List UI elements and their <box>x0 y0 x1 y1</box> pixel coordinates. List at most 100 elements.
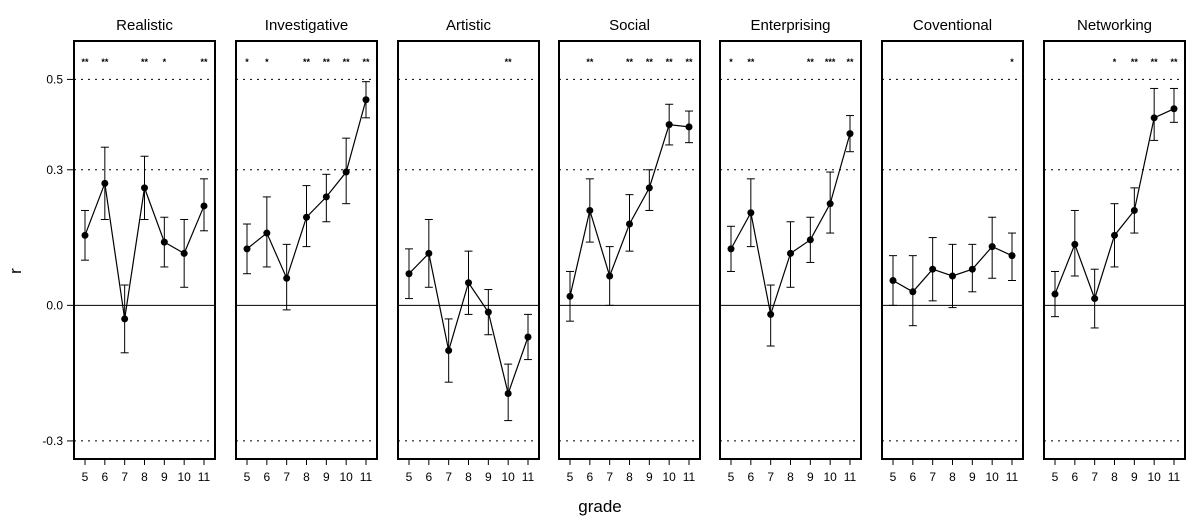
significance-marker: ** <box>141 57 149 67</box>
data-point <box>1008 252 1016 260</box>
significance-marker: ** <box>685 57 693 67</box>
x-tick-label: 6 <box>425 470 432 484</box>
data-point <box>81 231 89 239</box>
data-point <box>121 315 129 323</box>
x-tick-label: 8 <box>141 470 148 484</box>
x-tick-label: 9 <box>807 470 814 484</box>
data-point <box>665 121 673 129</box>
x-tick-label: 9 <box>161 470 168 484</box>
significance-marker: ** <box>666 57 674 67</box>
data-point <box>949 272 956 280</box>
x-tick-label: 11 <box>1006 470 1019 484</box>
y-axis-title: r <box>6 268 25 274</box>
significance-marker: ** <box>343 57 351 67</box>
data-point <box>342 168 350 176</box>
y-tick-label: 0.0 <box>46 298 63 312</box>
x-tick-label: 7 <box>121 470 128 484</box>
x-tick-label: 5 <box>244 470 251 484</box>
data-point <box>445 347 453 355</box>
x-tick-label: 8 <box>303 470 310 484</box>
x-tick-label: 6 <box>1071 470 1078 484</box>
data-point <box>767 310 775 318</box>
panel-social: Social 5 6 7 8 9 10 11 ** ** ** ** ** <box>558 17 701 484</box>
significance-marker: ** <box>200 57 208 67</box>
y-axis: 0.5 0.3 0.0 -0.3 <box>42 72 74 448</box>
data-point <box>747 209 755 217</box>
data-point <box>1111 231 1118 239</box>
x-tick-label: 11 <box>844 470 857 484</box>
x-tick-label: 5 <box>728 470 735 484</box>
data-point <box>806 236 814 244</box>
x-tick-label: 8 <box>787 470 794 484</box>
panel-frame <box>73 40 216 460</box>
data-point <box>524 333 532 341</box>
panel-title: Coventional <box>913 17 992 34</box>
data-point <box>484 308 492 316</box>
data-point <box>566 292 574 300</box>
x-tick-label: 5 <box>1052 470 1059 484</box>
data-point <box>1071 240 1079 248</box>
data-point <box>504 389 512 397</box>
significance-marker: ** <box>807 57 815 67</box>
x-tick-label: 9 <box>969 470 976 484</box>
significance-marker: ** <box>101 57 109 67</box>
significance-marker: ** <box>1170 57 1178 67</box>
data-point <box>889 277 897 285</box>
x-tick-label: 6 <box>747 470 754 484</box>
y-tick-label: 0.3 <box>46 163 63 177</box>
x-tick-label: 10 <box>662 470 676 484</box>
y-tick-label: -0.3 <box>42 434 63 448</box>
panel-frame <box>397 40 540 460</box>
data-point <box>283 274 291 282</box>
significance-marker: ** <box>747 57 755 67</box>
significance-marker: * <box>1010 57 1014 67</box>
x-tick-label: 11 <box>1168 470 1181 484</box>
data-point <box>180 249 188 257</box>
x-tick-label: 6 <box>101 470 108 484</box>
x-tick-label: 7 <box>445 470 452 484</box>
significance-marker: *** <box>825 57 836 67</box>
data-point <box>200 202 208 210</box>
data-point <box>846 130 854 138</box>
data-point <box>1091 295 1099 303</box>
significance-marker: * <box>245 57 249 67</box>
x-tick-label: 9 <box>485 470 492 484</box>
x-tick-label: 7 <box>1091 470 1098 484</box>
data-point <box>787 249 794 257</box>
data-point <box>160 238 168 246</box>
x-tick-label: 6 <box>586 470 593 484</box>
x-tick-label: 10 <box>823 470 837 484</box>
significance-marker: ** <box>626 57 634 67</box>
x-tick-label: 10 <box>501 470 515 484</box>
significance-marker: * <box>265 57 269 67</box>
data-point <box>405 270 413 278</box>
panel-artistic: Artistic 5 6 7 8 9 10 11 ** <box>397 17 540 484</box>
data-point <box>263 229 271 237</box>
panel-title: Realistic <box>116 17 173 34</box>
x-tick-label: 7 <box>283 470 290 484</box>
panel-title: Social <box>609 17 650 34</box>
data-point <box>626 220 633 228</box>
significance-marker: * <box>729 57 733 67</box>
x-tick-label: 5 <box>567 470 574 484</box>
significance-marker: * <box>163 57 167 67</box>
x-tick-label: 10 <box>985 470 999 484</box>
x-tick-label: 11 <box>683 470 696 484</box>
data-point <box>141 184 148 192</box>
x-tick-label: 8 <box>949 470 956 484</box>
x-tick-label: 11 <box>198 470 211 484</box>
significance-marker: * <box>1113 57 1117 67</box>
data-point <box>727 245 735 253</box>
panel-title: Networking <box>1077 17 1152 34</box>
x-tick-label: 5 <box>82 470 89 484</box>
data-point <box>465 279 472 287</box>
significance-marker: ** <box>846 57 854 67</box>
x-tick-label: 8 <box>465 470 472 484</box>
data-point <box>362 96 370 104</box>
